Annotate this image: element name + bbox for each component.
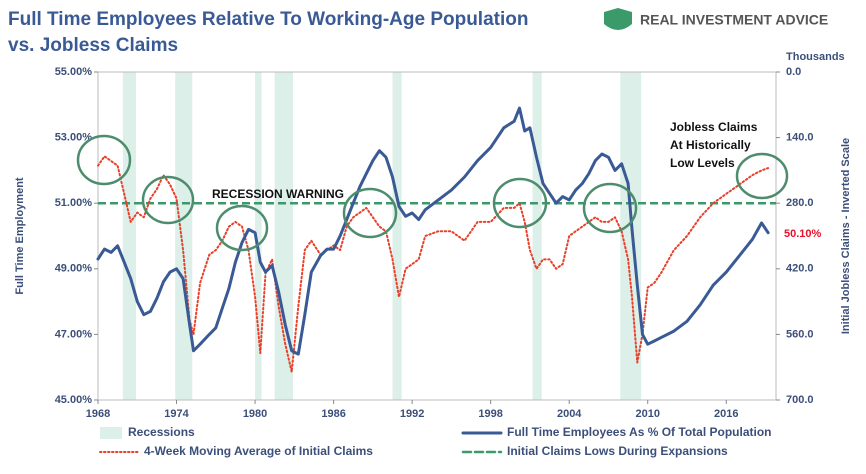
circle: [76, 134, 132, 186]
x-tick-label: 2016: [714, 408, 738, 420]
y2-tick-label: 280.0: [786, 197, 814, 209]
recession-band: [620, 72, 642, 400]
y2-tick-label: 700.0: [786, 394, 814, 406]
legend-swatch: [100, 427, 122, 439]
recession-band: [274, 72, 294, 400]
circle: [342, 187, 398, 239]
recession-band: [392, 72, 402, 400]
y2-unit: Thousands: [786, 51, 845, 63]
recession-band: [175, 72, 193, 400]
y2-tick-label: 560.0: [786, 328, 814, 340]
highlight-circles: [76, 134, 789, 252]
value-annotation: 50.10%: [784, 228, 822, 240]
legend-label: Recessions: [128, 425, 195, 439]
x-tick-label: 1992: [400, 408, 424, 420]
circle: [141, 175, 195, 225]
y2-tick-label: 140.0: [786, 132, 814, 144]
y2-tick-label: 0.0: [786, 66, 801, 78]
circle: [735, 152, 789, 200]
series-line: [96, 106, 770, 356]
y-tick-label: 47.00%: [55, 328, 93, 340]
circle: [492, 177, 548, 229]
y2-tick-label: 420.0: [786, 263, 814, 275]
x-tick-label: 1998: [478, 408, 502, 420]
logo: REAL INVESTMENT ADVICE: [604, 8, 828, 30]
y2-axis-label: Initial Jobless Claims - Inverted Scale: [840, 138, 852, 334]
annotation: RECESSION WARNING: [212, 187, 344, 201]
chart-title: vs. Jobless Claims: [8, 35, 178, 56]
y-tick-label: 51.00%: [55, 197, 93, 209]
plot: 45.00% 47.00% 49.00% 51.00% 53.00% 55.00% 0.0 1…: [55, 66, 814, 420]
legend-label: 4-Week Moving Average of Initial Claims: [144, 444, 373, 458]
recession-band: [255, 72, 262, 400]
x-tick-label: 2010: [635, 408, 659, 420]
legend-label: Full Time Employees As % Of Total Popula…: [507, 425, 771, 439]
x-tick-label: 2004: [557, 408, 582, 420]
y-tick-label: 49.00%: [55, 263, 93, 275]
x-tick-label: 1980: [243, 408, 267, 420]
y-axis-label: Full Time Employment: [14, 177, 26, 294]
recession-band: [532, 72, 542, 400]
legend-label: Initial Claims Lows During Expansions: [507, 444, 728, 458]
annotation: Jobless Claims: [670, 120, 758, 134]
logo-text: REAL INVESTMENT ADVICE: [640, 12, 828, 28]
y-tick-label: 53.00%: [55, 132, 93, 144]
recession-band: [122, 72, 136, 400]
x-tick-label: 1986: [321, 408, 345, 420]
series-line: [97, 155, 770, 373]
circle: [215, 204, 269, 252]
annotation: Low Levels: [670, 156, 735, 170]
y-tick-label: 45.00%: [55, 394, 93, 406]
legend: Recessions Full Time Employees As % Of To…: [99, 425, 771, 458]
logo-icon: [604, 8, 632, 30]
y-tick-label: 55.00%: [55, 66, 93, 78]
chart-title: Full Time Employees Relative To Working-…: [8, 9, 528, 30]
annotation: At Historically: [670, 138, 751, 152]
x-tick-label: 1968: [86, 408, 110, 420]
circle: [582, 182, 638, 234]
plot-frame: [97, 71, 777, 401]
x-tick-label: 1974: [164, 408, 189, 420]
